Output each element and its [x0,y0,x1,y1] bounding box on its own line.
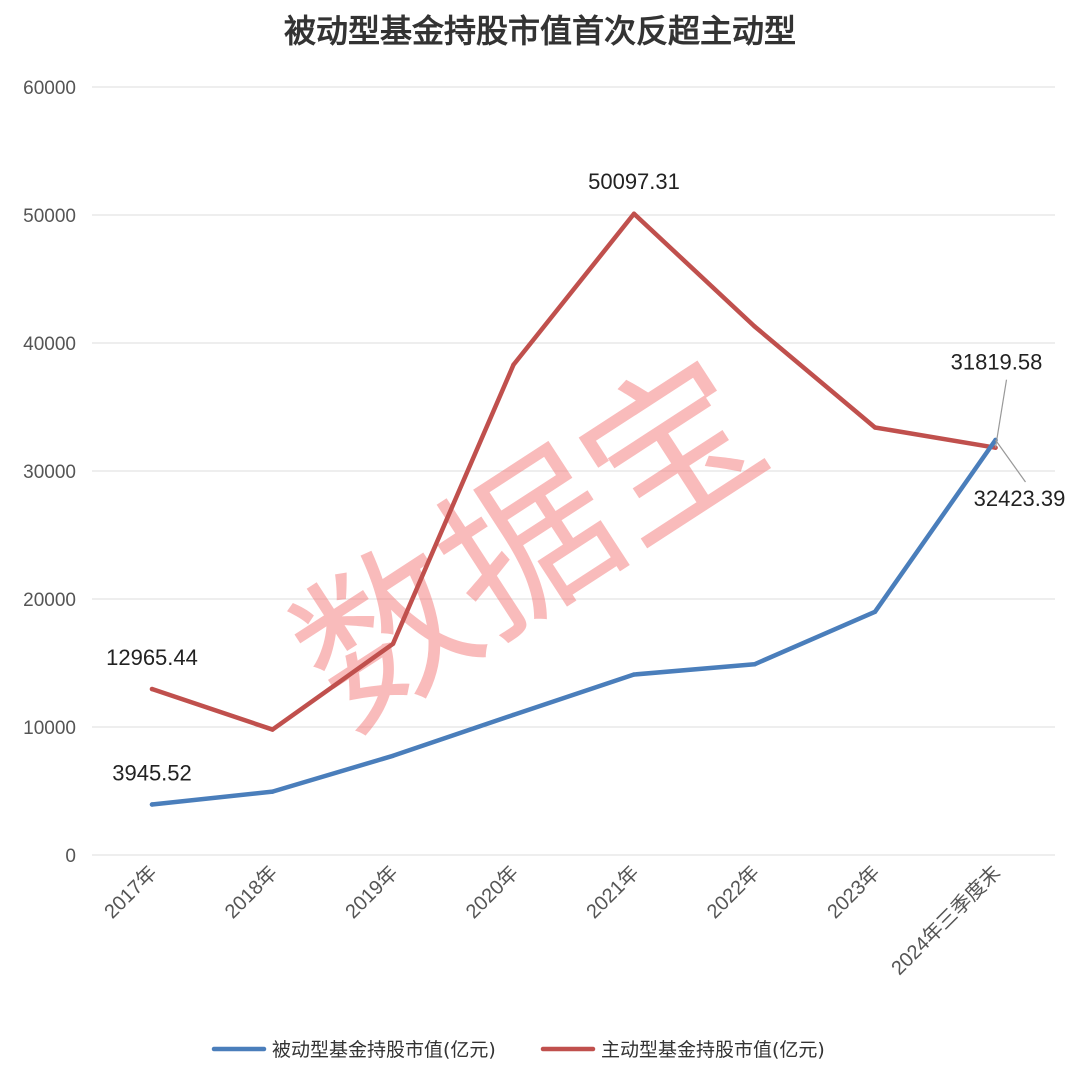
legend-label-passive: 被动型基金持股市值(亿元) [272,1039,496,1061]
x-tick-label: 2019年 [341,861,403,923]
x-tick-label: 2017年 [100,861,162,923]
x-tick-label: 2023年 [823,861,885,923]
passive-data-label: 32423.39 [974,486,1066,511]
y-tick-label: 50000 [23,206,76,227]
x-tick-label: 2020年 [461,861,523,923]
passive-data-point [270,789,275,794]
passive-data-point [149,802,155,807]
watermark-text: 数据宝 [262,323,798,767]
active-data-point [872,425,878,430]
active-data-point [511,362,516,367]
active-data-point [149,686,155,692]
chart-title: 被动型基金持股市值首次反超主动型 [284,12,796,50]
x-tick-label: 2018年 [220,861,282,923]
passive-data-point [872,609,878,614]
active-data-point [752,324,757,329]
passive-data-point [390,753,396,758]
passive-data-point [631,672,637,677]
y-tick-label: 10000 [23,718,76,739]
label-leader-line [994,379,1008,448]
y-tick-label: 60000 [23,78,76,99]
y-tick-label: 30000 [23,462,76,483]
passive-data-label: 3945.52 [112,760,192,785]
x-tick-label: 2021年 [582,861,644,923]
series-lines [149,211,998,807]
active-data-point [390,641,396,646]
x-tick-label: 2024年三季度末 [887,861,1005,979]
active-data-label: 31819.58 [951,350,1043,375]
y-tick-label: 40000 [23,334,76,355]
legend-label-active: 主动型基金持股市值(亿元) [601,1039,825,1061]
data-labels: 3945.52 32423.39 12965.44 50097.31 31819.58 [106,169,1065,786]
y-tick-label: 20000 [23,590,76,611]
active-data-label: 50097.31 [588,169,680,194]
passive-data-point [752,662,757,667]
y-tick-label: 0 [65,846,76,867]
passive-series-line [149,437,998,807]
y-axis-ticks: 0 10000 20000 30000 40000 50000 60000 [23,78,76,867]
label-leader-line [995,439,1026,483]
grid-lines [92,86,1055,856]
x-axis-ticks: 2017年 2018年 2019年 2020年 2021年 2022年 2023年 2024年… [100,861,1005,979]
passive-data-point [511,712,516,718]
active-series-line [149,211,998,732]
x-tick-label: 2022年 [702,861,764,923]
legend: 被动型基金持股市值(亿元) 主动型基金持股市值(亿元) [211,1039,825,1061]
active-data-point [631,211,637,216]
active-data-point [270,727,275,732]
active-data-label: 12965.44 [106,645,198,670]
